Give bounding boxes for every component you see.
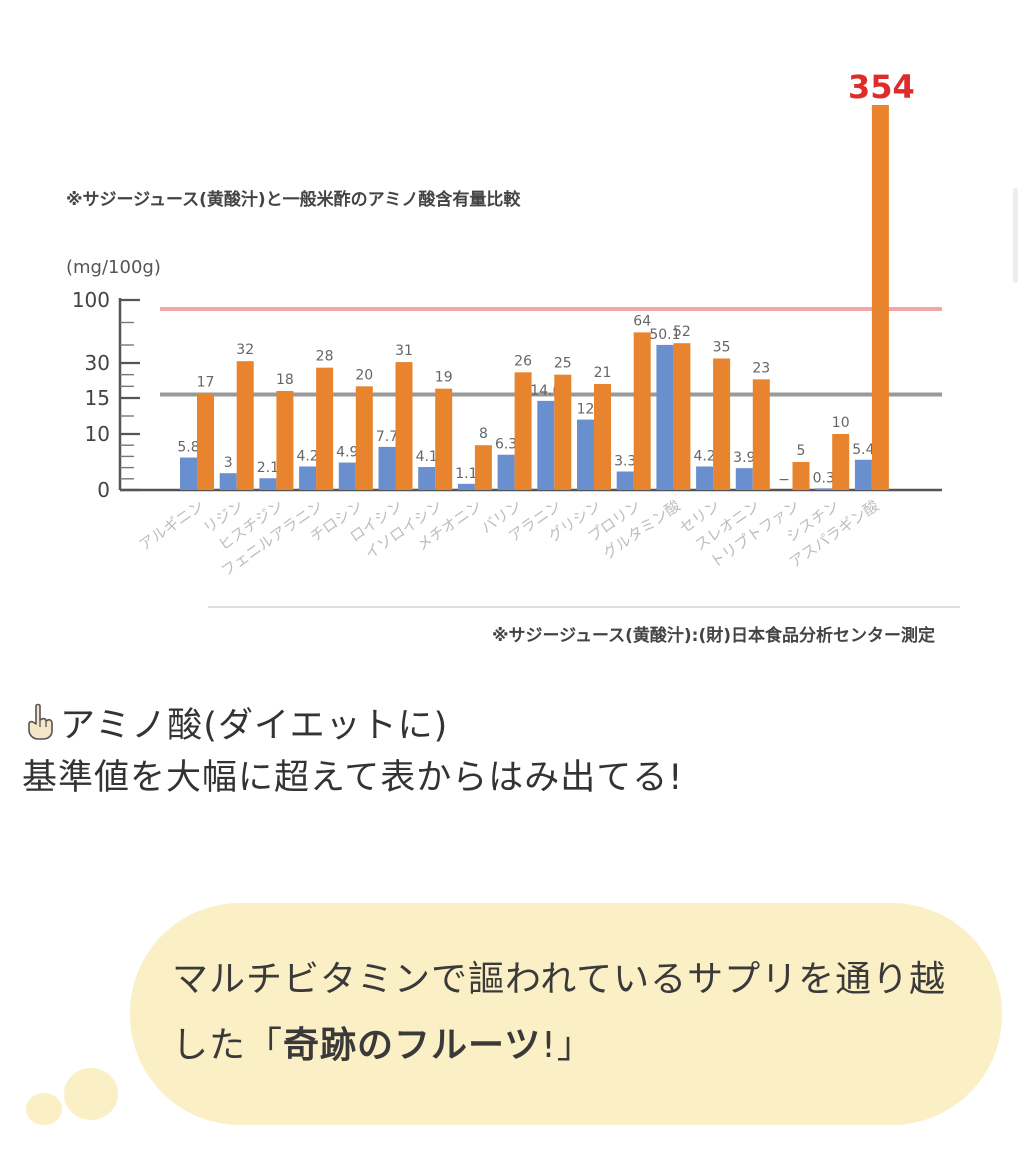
data-label-series2: 18 (276, 372, 294, 388)
bar-series2 (276, 391, 294, 490)
bar-series1 (815, 488, 833, 490)
data-label-series1: 4.2 (693, 448, 715, 464)
data-label-series2: 21 (594, 365, 612, 381)
bar-series2 (355, 386, 373, 490)
y-tick-label: 30 (85, 351, 110, 375)
bar-series2 (197, 393, 214, 490)
bar-series2 (594, 384, 611, 490)
y-tick-label: 0 (97, 478, 110, 502)
thought-dot-small (26, 1093, 62, 1125)
bar-series2 (673, 343, 691, 490)
post-text: アミノ酸(ダイエットに) 基準値を大幅に超えて表からはみ出てる! (22, 700, 683, 804)
data-label-series1: 5.8 (177, 440, 199, 456)
data-label-series2: 28 (316, 349, 334, 365)
post-line-2: 基準値を大幅に超えて表からはみ出てる! (22, 758, 684, 798)
data-label-series2: 5 (797, 443, 806, 459)
bar-series1 (497, 454, 515, 490)
bar-series1 (338, 462, 356, 490)
data-label-series1: 2.1 (257, 460, 279, 476)
bar-series2 (554, 374, 572, 490)
data-label-series1: 4.1 (416, 449, 438, 465)
bar-series2 (752, 379, 770, 490)
data-label-series1: 0.3 (813, 470, 835, 486)
y-tick-label: 100 (72, 288, 110, 312)
y-tick-label: 15 (85, 386, 110, 410)
pointing-up-hand-icon (28, 703, 53, 740)
chart-unit-label: (mg/100g) (66, 257, 161, 278)
source-note: ※サジージュース(黄酸汁):(財)日本食品分析センター測定 (492, 625, 935, 646)
bubble-text-end: !」 (541, 1025, 594, 1066)
data-label-series1: 50.1 (649, 327, 680, 343)
bar-series1 (219, 473, 237, 490)
thought-dot-medium (64, 1068, 118, 1120)
data-label-series1: 3.3 (614, 454, 636, 470)
data-label-series2: 31 (395, 343, 413, 359)
data-label-series1: 5.4 (852, 442, 874, 458)
bar-series1 (180, 457, 197, 490)
data-label-series2: 19 (435, 370, 453, 386)
bar-series2 (236, 361, 254, 490)
bar-series1 (457, 483, 475, 490)
bubble-text: マルチビタミンで謳われているサプリを通り越した「奇跡のフルーツ!」 (172, 947, 972, 1079)
bar-series2 (792, 462, 810, 490)
chart-svg: ※サジージュース(黄酸汁)と一般米酢のアミノ酸含有量比較 (mg/100g) 0 10… (66, 68, 960, 646)
bar-series1 (418, 467, 436, 490)
bar-series1 (577, 419, 594, 490)
data-label-series1: 3.9 (733, 450, 755, 466)
data-label-series2: 25 (554, 356, 572, 372)
bar-series2 (514, 372, 532, 490)
category-label: アルギニン (136, 497, 208, 555)
bar-series1 (696, 466, 714, 490)
data-label-series2: 26 (514, 353, 532, 369)
bar-series2 (871, 105, 889, 490)
post-line-1: アミノ酸(ダイエットに) (22, 700, 683, 752)
bar-series1 (299, 466, 317, 490)
data-label-series1: 14.6 (530, 383, 561, 399)
post-line-1-text: アミノ酸(ダイエットに) (60, 706, 449, 746)
data-label-series1: 4.2 (296, 448, 318, 464)
bar-series1 (854, 459, 872, 490)
scrollbar[interactable] (1013, 188, 1018, 283)
data-label-series1: 1.1 (455, 466, 477, 482)
bar-series2 (713, 358, 731, 490)
bar-series2 (316, 367, 334, 490)
data-label-series2: 23 (752, 360, 770, 376)
data-label-series2: 35 (713, 340, 731, 356)
bar-series2 (474, 445, 492, 490)
bar-series2 (435, 388, 453, 490)
data-label-series2: 52 (673, 324, 691, 340)
data-label-series2: 32 (236, 342, 254, 358)
data-label-series1: 4.9 (336, 445, 358, 461)
bar-series1 (378, 446, 396, 490)
chart-title: ※サジージュース(黄酸汁)と一般米酢のアミノ酸含有量比較 (66, 189, 521, 210)
bubble-text-bold: 奇跡のフルーツ (283, 1025, 542, 1066)
bar-series1 (735, 468, 753, 490)
data-label-series1: 3 (224, 455, 233, 471)
bar-series1 (656, 344, 674, 490)
data-label-series1: − (778, 472, 790, 488)
data-label-series1: 7.7 (376, 429, 398, 445)
bar-series2 (633, 332, 651, 490)
data-label-series2: 64 (633, 313, 651, 329)
bubble-text-normal: マルチビタミンで謳われているサプリを通り越した「 (172, 959, 947, 1066)
y-tick-label: 10 (85, 422, 110, 446)
bar-series1 (537, 400, 555, 490)
amino-acid-chart: ※サジージュース(黄酸汁)と一般米酢のアミノ酸含有量比較 (mg/100g) 0 10… (66, 68, 960, 646)
data-label-series1: 12 (577, 402, 595, 418)
data-label-series2: 17 (197, 374, 215, 390)
bar-series1 (616, 471, 634, 490)
bar-series2 (395, 362, 413, 490)
bar-series2 (832, 434, 850, 490)
data-label-series2: 20 (355, 367, 373, 383)
data-label-series2: 354 (848, 68, 915, 106)
speech-bubble: マルチビタミンで謳われているサプリを通り越した「奇跡のフルーツ!」 (130, 903, 1002, 1125)
bar-series1 (259, 478, 277, 490)
data-label-series2: 8 (479, 426, 488, 442)
data-label-series2: 10 (832, 415, 850, 431)
data-label-series1: 6.3 (495, 437, 517, 453)
